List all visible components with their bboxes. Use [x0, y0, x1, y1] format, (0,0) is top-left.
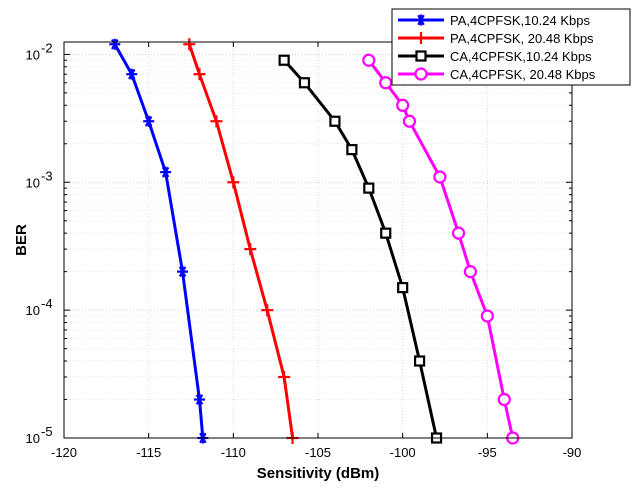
data-point [160, 166, 172, 178]
data-point [346, 144, 358, 156]
data-point [261, 304, 274, 317]
legend-label: CA,4CPFSK,10.24 Kbps [450, 49, 592, 64]
series-2 [183, 38, 299, 444]
data-point [298, 77, 311, 89]
series-4 [362, 53, 520, 445]
legend-item: PA,4CPFSK, 20.48 Kbps [398, 31, 594, 46]
data-point [433, 170, 447, 184]
data-point [278, 54, 290, 66]
data-point [177, 266, 189, 278]
data-point [397, 282, 409, 294]
x-tick-label: -90 [563, 445, 582, 460]
data-point [193, 394, 205, 406]
data-point [227, 176, 240, 189]
data-point [402, 114, 417, 128]
legend-label: PA,4CPFSK, 20.48 Kbps [450, 31, 594, 46]
legend-marker [415, 32, 427, 44]
data-point [380, 227, 392, 239]
y-tick-label: 10 [26, 47, 40, 62]
x-tick-label: -120 [51, 445, 77, 460]
data-point [463, 265, 477, 279]
data-point [480, 309, 494, 323]
data-point [193, 68, 206, 81]
series-line [367, 59, 515, 439]
data-point [362, 53, 376, 67]
y-tick-label-exponent: -4 [41, 296, 53, 311]
y-axis-ticks: 10-510-410-310-2 [26, 40, 572, 446]
data-point [210, 115, 223, 128]
y-axis-title: BER [13, 224, 30, 256]
y-tick-label: 10 [26, 175, 40, 190]
data-point [143, 115, 155, 127]
data-point [109, 38, 121, 50]
legend-box [391, 8, 631, 86]
data-point [379, 76, 393, 90]
x-tick-label: -95 [478, 445, 497, 460]
x-axis-title: Sensitivity (dBm) [257, 465, 380, 482]
legend-marker [414, 67, 428, 81]
y-tick-label: 10 [26, 431, 40, 446]
series-layer [109, 38, 520, 445]
y-tick-label-exponent: -3 [41, 168, 53, 183]
x-tick-label: -105 [305, 445, 331, 460]
series-3 [278, 54, 443, 444]
data-point [451, 226, 466, 240]
legend-item: CA,4CPFSK,10.24 Kbps [398, 49, 592, 64]
legend: PA,4CPFSK,10.24 Kbps PA,4CPFSK, 20.48 Kbp… [391, 8, 631, 86]
series-1 [109, 38, 209, 444]
legend-label: CA,4CPFSK, 20.48 Kbps [450, 67, 596, 82]
x-axis-ticks: -120 -115 -110 -105 -100 -95 -90 [51, 42, 581, 460]
x-tick-label: -100 [390, 445, 416, 460]
data-point [414, 355, 426, 367]
y-tick-label: 10 [26, 303, 40, 318]
series-line [187, 43, 295, 439]
data-point [278, 370, 291, 383]
x-tick-label: -115 [136, 445, 161, 460]
data-point [363, 182, 375, 194]
data-point [396, 98, 410, 112]
y-tick-label-exponent: -5 [41, 424, 53, 439]
data-point [126, 68, 138, 80]
y-tick-label-exponent: -2 [41, 40, 53, 55]
x-tick-label: -110 [221, 445, 246, 460]
data-point [497, 392, 511, 407]
legend-marker [415, 14, 427, 26]
grid-lines [63, 42, 573, 439]
data-point [244, 243, 257, 256]
legend-item: CA,4CPFSK, 20.48 Kbps [398, 67, 596, 82]
data-point [329, 115, 341, 127]
legend-label: PA,4CPFSK,10.24 Kbps [450, 13, 590, 28]
legend-marker [415, 50, 427, 62]
data-point [183, 38, 196, 51]
legend-item: PA,4CPFSK,10.24 Kbps [398, 13, 590, 28]
